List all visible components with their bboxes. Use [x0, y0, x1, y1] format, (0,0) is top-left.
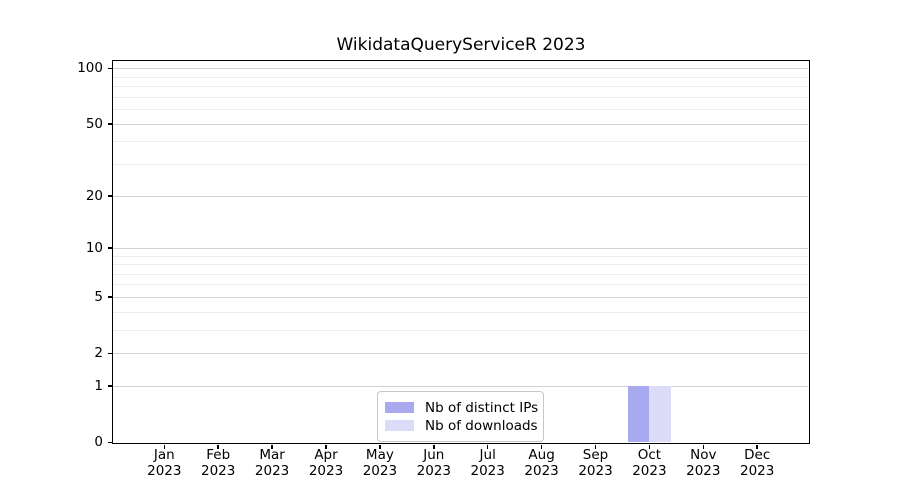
y-tick-mark-100 — [107, 67, 112, 70]
x-tick-mark-jun-2023 — [433, 444, 435, 449]
gridline-minor-60 — [113, 109, 808, 111]
gridline-major-20 — [113, 195, 808, 197]
gridline-major-1 — [113, 385, 808, 387]
x-tick-mark-jan-2023 — [163, 444, 166, 449]
y-tick-label-5: 5 — [94, 288, 103, 305]
gridline-minor-8 — [113, 264, 808, 266]
x-tick-mark-feb-2023 — [217, 444, 219, 449]
y-tick-mark-10 — [107, 247, 112, 249]
y-tick-label-2: 2 — [94, 345, 103, 362]
gridline-major-5 — [113, 296, 808, 298]
x-tick-mark-nov-2023 — [702, 444, 705, 449]
legend-entry-distinct-ips: Nb of distinct IPs — [385, 399, 539, 416]
y-tick-mark-2 — [107, 352, 112, 355]
y-tick-label-20: 20 — [85, 187, 103, 204]
x-tick-mark-dec-2023 — [756, 444, 758, 449]
y-tick-label-100: 100 — [77, 60, 103, 77]
x-tick-label-aug-2023: Aug 2023 — [524, 447, 559, 479]
x-tick-label-mar-2023: Mar 2023 — [254, 447, 290, 479]
y-tick-label-1: 1 — [94, 377, 103, 394]
x-tick-label-nov-2023: Nov 2023 — [686, 447, 721, 479]
x-tick-mark-may-2023 — [379, 444, 381, 449]
bar-nb-of-distinct-ips-oct-2023 — [627, 385, 650, 442]
gridline-minor-40 — [113, 141, 808, 143]
x-tick-mark-mar-2023 — [271, 444, 273, 449]
legend-label-downloads: Nb of downloads — [425, 417, 538, 434]
x-tick-label-feb-2023: Feb 2023 — [201, 447, 236, 479]
y-tick-mark-1 — [107, 385, 112, 387]
x-tick-label-jun-2023: Jun 2023 — [416, 447, 451, 479]
x-tick-mark-sep-2023 — [594, 444, 597, 449]
legend-swatch-distinct-ips — [385, 402, 414, 413]
chart-title: WikidataQueryServiceR 2023 — [336, 35, 586, 55]
legend-entry-downloads: Nb of downloads — [385, 417, 538, 434]
x-tick-mark-oct-2023 — [648, 444, 651, 449]
gridline-major-2 — [113, 353, 808, 355]
legend: Nb of distinct IPs Nb of downloads — [377, 391, 544, 442]
y-tick-mark-20 — [107, 195, 112, 197]
x-tick-label-jan-2023: Jan 2023 — [147, 447, 182, 479]
gridline-minor-6 — [113, 284, 808, 286]
gridline-minor-4 — [113, 311, 808, 313]
y-tick-label-50: 50 — [85, 115, 103, 132]
y-tick-mark-5 — [107, 296, 112, 298]
y-tick-mark-0 — [107, 441, 112, 443]
plot-area: 0 1 2 5 10 20 50 100 Jan 2023 Feb 2023 Mar 2023 Apr… — [77, 60, 810, 478]
x-tick-mark-aug-2023 — [540, 444, 543, 449]
x-tick-mark-jul-2023 — [486, 444, 489, 449]
gridline-minor-9 — [113, 255, 808, 257]
x-tick-label-jul-2023: Jul 2023 — [470, 447, 505, 479]
legend-label-distinct-ips: Nb of distinct IPs — [425, 399, 539, 416]
gridline-minor-70 — [113, 96, 808, 98]
gridline-minor-80 — [113, 86, 808, 88]
legend-swatch-downloads — [385, 420, 414, 431]
y-tick-label-10: 10 — [85, 239, 103, 256]
x-tick-label-oct-2023: Oct 2023 — [632, 447, 667, 479]
y-tick-mark-50 — [107, 123, 112, 125]
gridline-minor-30 — [113, 164, 808, 165]
gridline-major-100 — [113, 68, 808, 70]
x-tick-label-dec-2023: Dec 2023 — [740, 447, 775, 479]
gridline-minor-7 — [113, 273, 808, 275]
x-tick-label-may-2023: May 2023 — [362, 447, 398, 479]
x-tick-label-apr-2023: Apr 2023 — [308, 447, 344, 479]
gridline-minor-90 — [113, 76, 808, 78]
x-tick-mark-apr-2023 — [325, 444, 327, 449]
bar-nb-of-downloads-oct-2023 — [649, 385, 671, 442]
x-tick-label-sep-2023: Sep 2023 — [578, 447, 613, 479]
gridline-major-50 — [113, 123, 808, 125]
y-tick-label-0: 0 — [94, 434, 103, 450]
gridline-minor-3 — [113, 329, 808, 331]
gridline-major-10 — [113, 247, 808, 249]
